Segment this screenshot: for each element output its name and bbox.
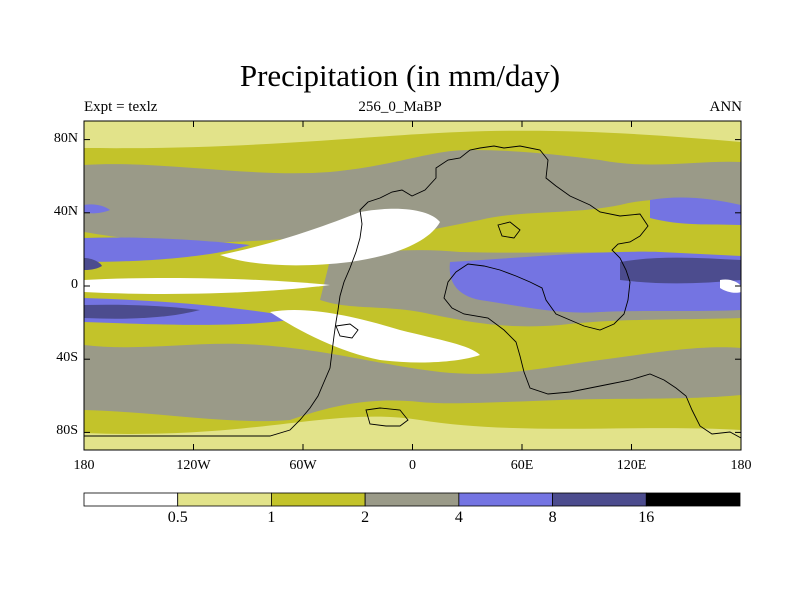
- colorbar-swatch: [458, 492, 553, 507]
- lon-label: 120W: [176, 458, 211, 473]
- field-north-subtropical-dry: [220, 208, 440, 266]
- season-label: ANN: [709, 99, 743, 115]
- coastline-pangaea: [84, 145, 741, 450]
- lon-label: 60W: [289, 458, 317, 473]
- coastline-south-island: [365, 407, 409, 427]
- field-north-pacific-wet: [84, 237, 250, 262]
- coastline-inlet: [335, 323, 359, 339]
- lat-label: 40S: [56, 350, 78, 366]
- lon-label: 180: [73, 458, 95, 473]
- field-northwest-wet-spot: [84, 204, 110, 214]
- field-north-dry-band: [84, 121, 741, 149]
- colorbar-swatch: [271, 492, 366, 507]
- colorbar-label: 2: [361, 509, 370, 526]
- colorbar-label: 8: [548, 509, 557, 526]
- colorbar-label: 16: [638, 509, 655, 526]
- colorbar-label: 0.5: [167, 509, 188, 526]
- colorbar-label: 4: [454, 509, 463, 526]
- time-label: 256_0_MaBP: [358, 99, 442, 115]
- map-title: Precipitation (in mm/day): [239, 58, 561, 93]
- field-south-midlat-gray: [84, 343, 741, 422]
- axis-ticks: [83, 121, 742, 450]
- lat-label: 80N: [53, 130, 78, 146]
- lat-label: 40N: [53, 203, 78, 219]
- field-north-midlat-gray: [84, 150, 741, 243]
- lat-label: 0: [71, 277, 78, 292]
- colorbar: [83, 492, 741, 507]
- field-south-max-west: [84, 304, 200, 319]
- colorbar-swatch: [552, 492, 647, 507]
- lon-label: 120E: [616, 458, 647, 473]
- field-equatorial-max-east: [620, 257, 741, 284]
- field-south-subtropical-dry: [270, 310, 480, 363]
- coastline-inland-sea: [497, 221, 521, 239]
- precipitation-field: [84, 121, 741, 450]
- lat-label: 80S: [56, 423, 78, 439]
- colorbar-swatch: [177, 492, 272, 507]
- field-south-dry-band: [84, 416, 741, 450]
- colorbar-label: 1: [267, 509, 276, 526]
- field-east-dry-spot: [720, 279, 741, 293]
- field-equatorial-dry: [84, 277, 330, 294]
- lon-label: 60E: [510, 458, 534, 473]
- colorbar-swatch: [364, 492, 460, 507]
- field-northeast-wet: [650, 197, 741, 225]
- field-west-max-spot: [84, 258, 102, 270]
- lon-label: 180: [730, 458, 752, 473]
- colorbar-swatch: [645, 492, 741, 507]
- experiment-label: Expt = texlz: [84, 99, 158, 115]
- colorbar-swatch: [83, 492, 179, 507]
- lon-label: 0: [409, 458, 416, 473]
